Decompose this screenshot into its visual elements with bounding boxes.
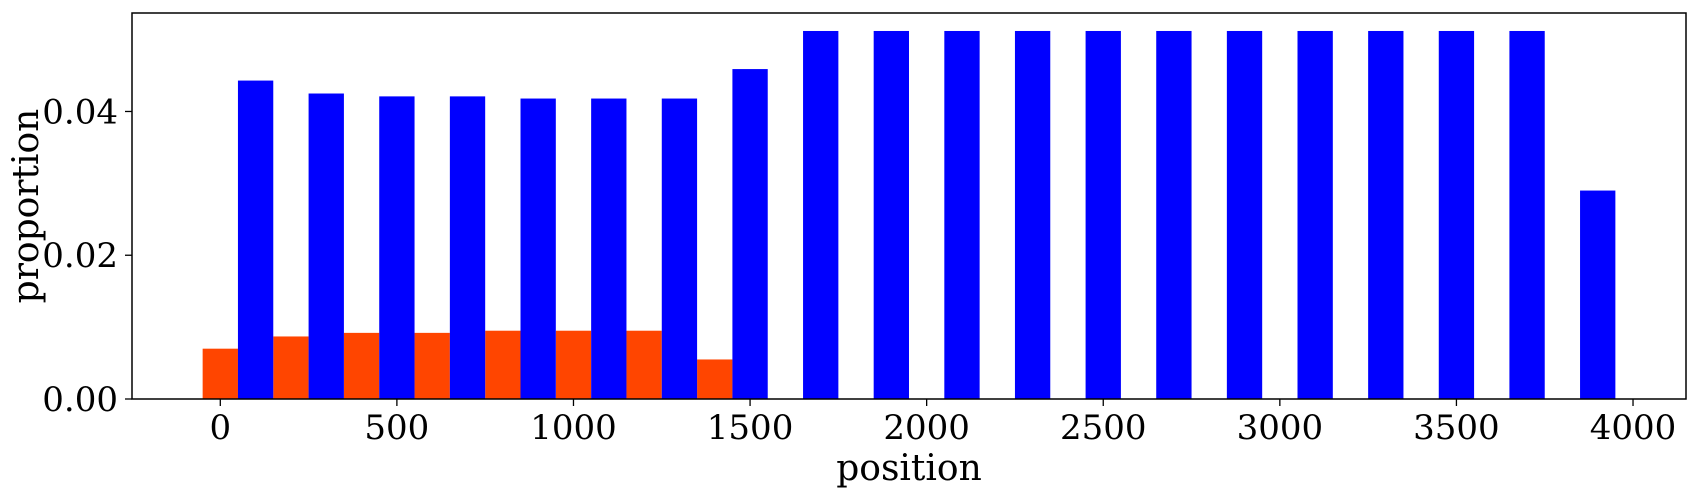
bar-series2-900 (521, 99, 556, 399)
bar-series1-1400 (697, 359, 732, 399)
bar-series1-600 (415, 333, 450, 399)
bar-series2-3500 (1439, 31, 1474, 399)
bar-series1-800 (485, 331, 520, 399)
bar-series1-400 (344, 333, 379, 399)
x-tick-label: 3000 (1237, 408, 1324, 448)
bar-series1-1000 (556, 331, 591, 399)
bar-series2-1100 (591, 99, 626, 399)
x-tick-label: 0 (209, 408, 231, 448)
bar-series1-1200 (626, 331, 661, 399)
bar-series2-3900 (1580, 191, 1615, 399)
bar-series2-2900 (1227, 31, 1262, 399)
bar-series2-100 (238, 81, 273, 399)
y-axis-label: proportion (6, 109, 47, 304)
bars-layer (203, 31, 1616, 399)
x-tick-label: 2000 (883, 408, 970, 448)
x-tick-label: 1500 (707, 408, 794, 448)
bar-series2-3300 (1368, 31, 1403, 399)
bar-series2-3100 (1298, 31, 1333, 399)
bar-series2-1500 (732, 69, 767, 399)
y-tick-label: 0.02 (42, 236, 118, 276)
bar-series2-500 (379, 96, 414, 399)
bar-series1-200 (273, 336, 308, 399)
x-tick-label: 1000 (530, 408, 617, 448)
bar-series2-3700 (1509, 31, 1544, 399)
x-tick-label: 3500 (1413, 408, 1500, 448)
bar-series2-2300 (1015, 31, 1050, 399)
x-tick-label: 2500 (1060, 408, 1147, 448)
bar-series2-700 (450, 96, 485, 399)
bar-series1-0 (203, 349, 238, 399)
bar-series2-2100 (944, 31, 979, 399)
x-tick-label: 4000 (1590, 408, 1677, 448)
bar-series2-1700 (803, 31, 838, 399)
bar-series2-300 (309, 94, 344, 399)
y-tick-label: 0.00 (42, 380, 118, 420)
x-tick-label: 500 (364, 408, 429, 448)
y-tick-label: 0.04 (42, 92, 118, 132)
bar-series2-1300 (662, 99, 697, 399)
x-axis-label: position (836, 448, 982, 489)
bar-series2-2500 (1086, 31, 1121, 399)
y-axis-ticks: 0.00 0.02 0.04 (42, 92, 132, 420)
bar-series2-1900 (874, 31, 909, 399)
bar-series2-2700 (1156, 31, 1191, 399)
x-axis-ticks: 0 500 1000 1500 2000 2500 3000 3500 4000 (209, 399, 1676, 448)
